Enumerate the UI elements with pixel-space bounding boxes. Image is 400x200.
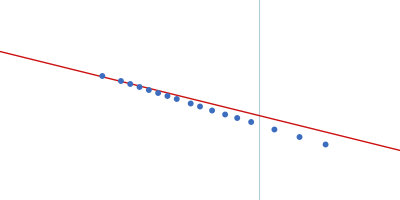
- Point: [296, 135, 303, 139]
- Point: [248, 120, 254, 124]
- Point: [234, 116, 240, 120]
- Point: [174, 97, 180, 101]
- Point: [271, 128, 278, 131]
- Point: [164, 94, 171, 98]
- Point: [136, 85, 143, 89]
- Point: [127, 82, 134, 86]
- Point: [99, 74, 106, 78]
- Point: [322, 143, 329, 146]
- Point: [118, 79, 124, 83]
- Point: [209, 109, 215, 112]
- Point: [197, 105, 203, 108]
- Point: [155, 91, 161, 95]
- Point: [146, 88, 152, 92]
- Point: [222, 113, 228, 116]
- Point: [188, 102, 194, 105]
